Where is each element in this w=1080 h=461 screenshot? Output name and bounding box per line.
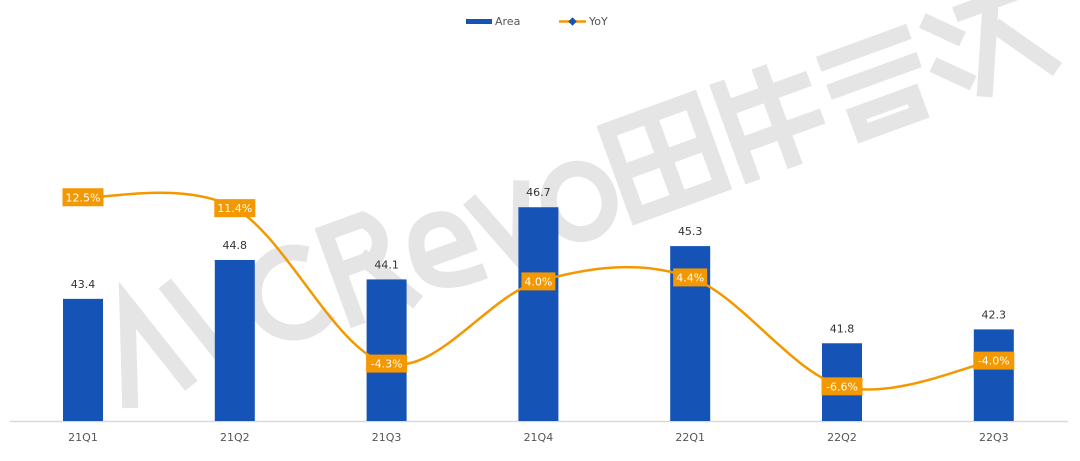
bar-21Q2: [214, 259, 255, 421]
bar-data-label: 46.7: [526, 186, 551, 199]
bar-data-label: 41.8: [830, 322, 855, 335]
bar-data-label: 45.3: [678, 225, 703, 238]
watermark-stroke: [596, 89, 733, 226]
yoy-data-label: -4.3%: [371, 358, 403, 371]
watermark-stroke: [540, 160, 618, 243]
yoy-label-box: [521, 272, 556, 291]
yoy-label-box: [973, 351, 1015, 370]
yoy-data-label: 12.5%: [66, 191, 101, 204]
x-tick-label: 21Q1: [68, 431, 98, 444]
x-tick-label: 21Q4: [524, 431, 554, 444]
bar-21Q4: [518, 207, 559, 421]
bar-21Q1: [63, 298, 103, 421]
bar-data-label: 44.8: [223, 239, 248, 252]
watermark-stroke: [118, 281, 198, 409]
legend-area-swatch: [466, 19, 492, 24]
bar-data-label: 42.3: [982, 308, 1007, 321]
yoy-label-box: [214, 199, 256, 218]
legend-area-label: Area: [495, 15, 520, 28]
yoy-data-label: -6.6%: [826, 380, 858, 393]
legend-yoy-marker: [568, 17, 577, 26]
x-tick-label: 22Q2: [827, 431, 857, 444]
watermark-stroke: [709, 64, 826, 185]
yoy-data-label: 4.0%: [524, 275, 552, 288]
yoy-data-label: 11.4%: [217, 202, 252, 215]
watermark-stroke: [408, 211, 488, 288]
bar-22Q3: [973, 329, 1014, 421]
x-tick-label: 22Q3: [979, 431, 1009, 444]
watermark-stroke: [245, 244, 336, 341]
bar-21Q3: [366, 279, 407, 421]
watermark-logo: [118, 0, 1063, 409]
legend-yoy-label: YoY: [588, 15, 608, 28]
x-tick-label: 21Q3: [372, 431, 402, 444]
yoy-data-label: 4.4%: [676, 271, 704, 284]
bar-data-label: 44.1: [374, 258, 399, 271]
watermark-stroke: [918, 0, 1063, 98]
yoy-label-box: [62, 188, 104, 207]
watermark-stroke: [815, 23, 930, 144]
yoy-label-box: [673, 268, 708, 287]
x-tick-label: 21Q2: [220, 431, 250, 444]
x-tick-label: 22Q1: [675, 431, 705, 444]
yoy-label-box: [366, 354, 408, 373]
yoy-label-box: [821, 377, 863, 396]
yoy-data-label: -4.0%: [978, 355, 1010, 368]
bar-data-label: 43.4: [71, 278, 96, 291]
